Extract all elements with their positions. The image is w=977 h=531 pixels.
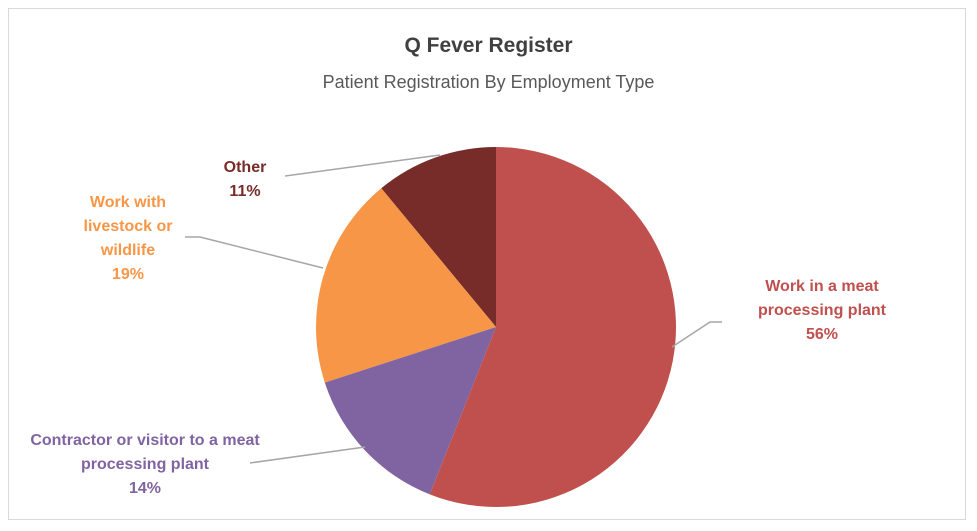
value-label: 11% bbox=[229, 183, 261, 200]
pie-slice bbox=[324, 327, 496, 495]
leader-line bbox=[249, 446, 366, 464]
data-label: Work with livestock or wildlife 19% bbox=[60, 191, 196, 287]
leader-line bbox=[671, 321, 722, 348]
chart-frame bbox=[8, 8, 966, 520]
value-label: 14% bbox=[128, 480, 162, 497]
category-label: Work in a meat processing plant bbox=[757, 278, 887, 319]
category-label: Contractor or visitor to a meat processi… bbox=[30, 432, 260, 473]
pie-slice bbox=[316, 188, 496, 383]
leader-line bbox=[284, 154, 441, 177]
chart-subtitle: Patient Registration By Employment Type bbox=[322, 72, 655, 92]
category-label: Work with livestock or wildlife bbox=[83, 194, 173, 259]
category-label: Other bbox=[223, 159, 267, 176]
data-label: Work in a meat processing plant 56% bbox=[742, 275, 902, 347]
data-label: Contractor or visitor to a meat processi… bbox=[20, 429, 270, 501]
value-label: 19% bbox=[111, 266, 145, 283]
chart-title: Q Fever Register bbox=[404, 34, 573, 57]
data-label: Other 11% bbox=[205, 156, 285, 204]
value-label: 56% bbox=[805, 326, 839, 343]
pie-slice bbox=[429, 147, 676, 507]
leader-line bbox=[185, 236, 324, 269]
pie-slice bbox=[381, 147, 496, 327]
